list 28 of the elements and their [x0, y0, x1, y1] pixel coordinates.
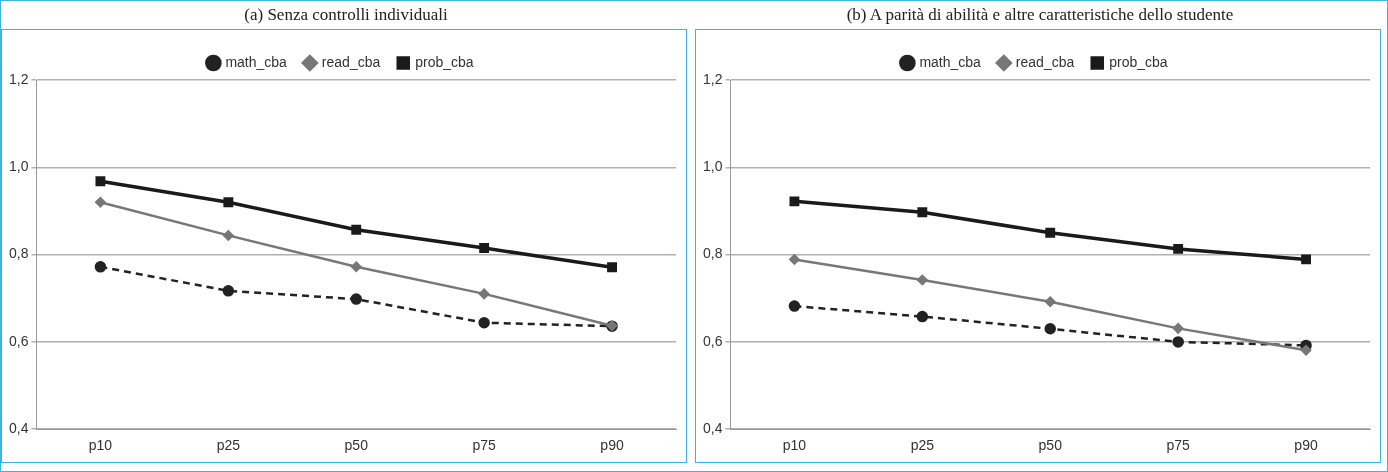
x-tick-label: p50 [1038, 437, 1063, 454]
y-tick-label: 0,6 [8, 332, 29, 349]
x-tick-label: p10 [782, 437, 807, 454]
x-tick-label: p75 [472, 437, 497, 454]
legend-label: prob_cba [415, 53, 474, 70]
y-tick-label: 0,8 [702, 245, 723, 262]
legend-label: read_cba [321, 53, 381, 70]
x-tick-label: p25 [910, 437, 935, 454]
x-tick-label: p90 [1294, 437, 1318, 454]
y-tick-label: 0,4 [702, 420, 723, 437]
x-tick-label: p25 [216, 437, 241, 454]
y-tick-label: 0,8 [8, 245, 29, 262]
y-tick-label: 0,6 [702, 332, 723, 349]
legend-label: prob_cba [1109, 53, 1168, 70]
chart-title: (b) A parità di abilità e altre caratteristiche dello studente [845, 4, 1235, 26]
y-tick-label: 1,2 [702, 70, 723, 87]
legend-label: read_cba [1015, 53, 1075, 70]
y-tick-label: 1,0 [702, 158, 723, 175]
legend-label: math_cba [225, 53, 288, 70]
x-tick-label: p50 [344, 437, 369, 454]
x-tick-label: p90 [600, 437, 624, 454]
y-tick-label: 1,2 [8, 70, 29, 87]
legend-label: math_cba [919, 53, 982, 70]
x-tick-label: p75 [1166, 437, 1191, 454]
y-tick-label: 1,0 [8, 158, 29, 175]
y-tick-label: 0,4 [8, 420, 29, 437]
x-tick-label: p10 [88, 437, 113, 454]
chart-title: (a) Senza controlli individuali [243, 4, 449, 26]
